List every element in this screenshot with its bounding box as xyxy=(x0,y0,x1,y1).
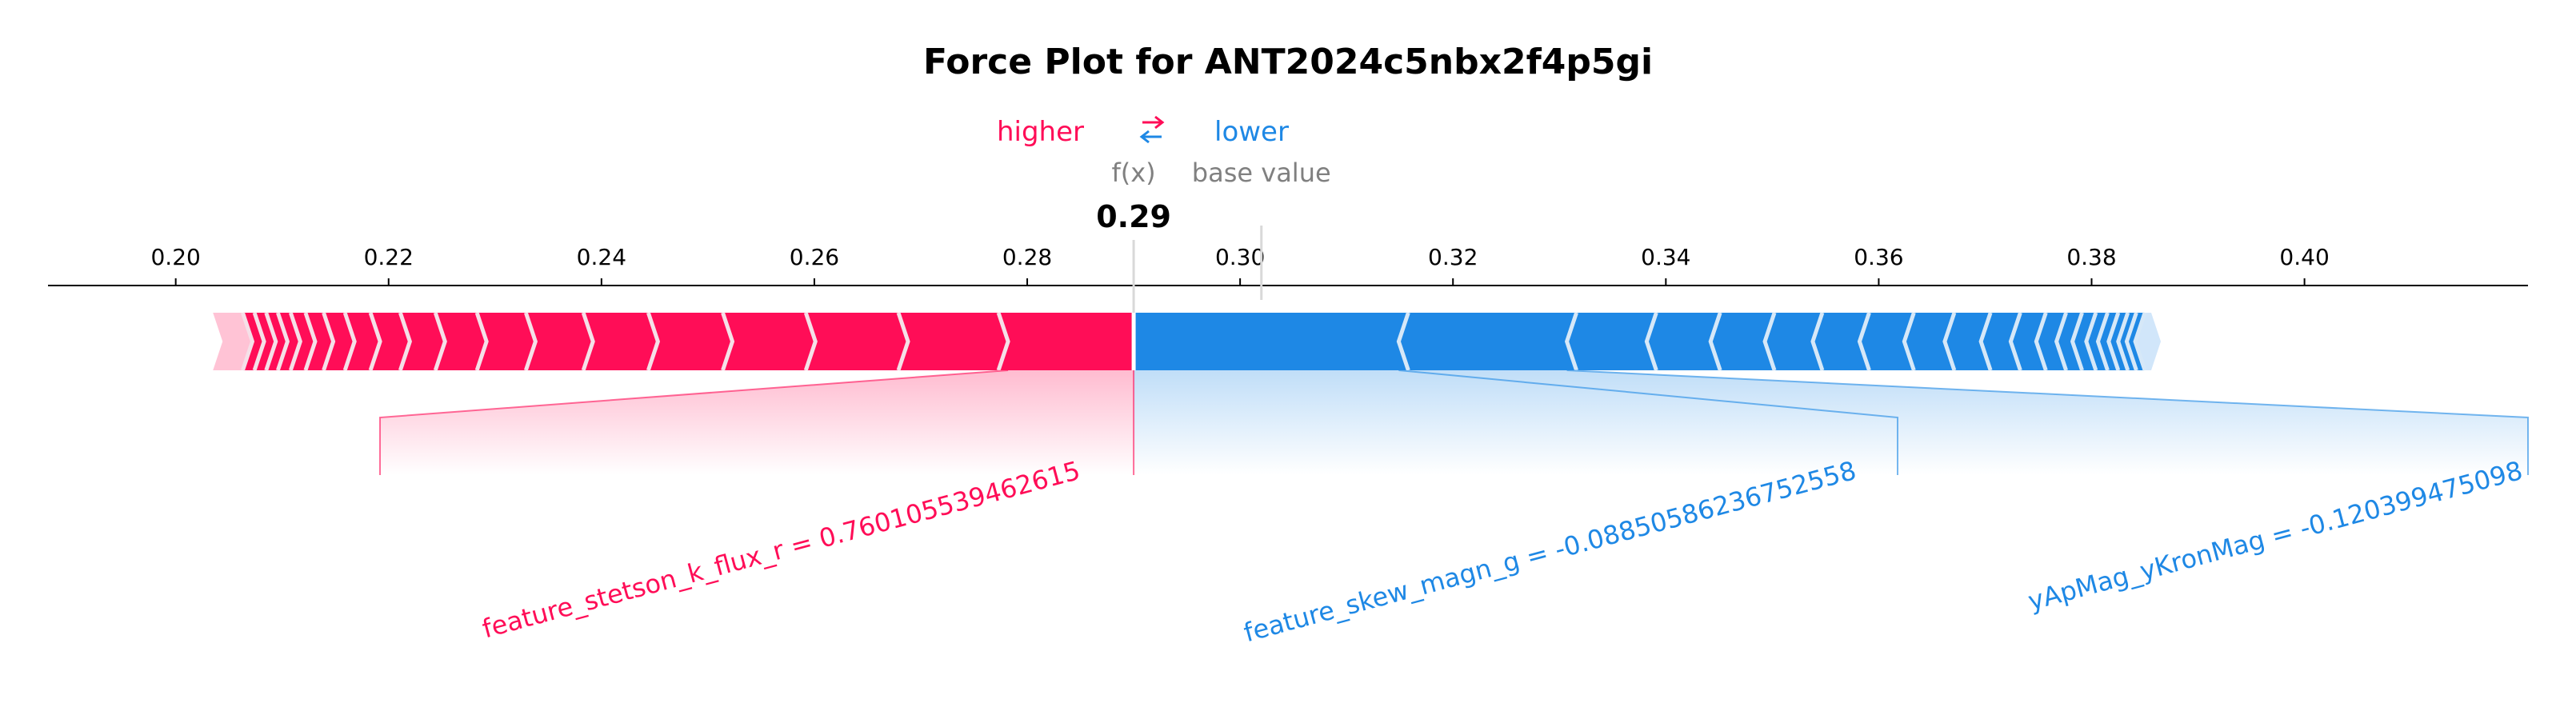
feature-leader-line xyxy=(1398,369,1898,475)
negative-chevron xyxy=(2106,312,2121,371)
negative-chevron xyxy=(1644,312,1658,371)
feature-shading xyxy=(380,370,2528,475)
positive-chevron xyxy=(252,312,266,371)
negative-chevron xyxy=(2034,312,2048,371)
x-tick-label: 0.40 xyxy=(2279,244,2329,270)
x-tick-label: 0.20 xyxy=(150,244,200,270)
x-tick-label: 0.34 xyxy=(1641,244,1690,270)
negative-chevron xyxy=(2124,312,2138,371)
positive-chevron xyxy=(398,312,412,371)
x-tick-label: 0.30 xyxy=(1215,244,1265,270)
base-value-label: base value xyxy=(1192,158,1331,188)
positive-chevron xyxy=(342,312,357,371)
positive-chevron xyxy=(288,312,302,371)
negative-chevron xyxy=(1902,312,1916,371)
fx-value: 0.29 xyxy=(1096,199,1171,234)
negative-chevron xyxy=(2116,312,2130,371)
positive-chevron xyxy=(241,312,255,371)
feature-label: yApMag_yKronMag = -0.120399475098 xyxy=(2025,455,2526,617)
x-tick-label: 0.26 xyxy=(790,244,839,270)
x-tick-label: 0.24 xyxy=(577,244,626,270)
negative-chevron xyxy=(2084,312,2098,371)
positive-chevron xyxy=(322,312,336,371)
negative-chevron xyxy=(2070,312,2084,371)
x-axis: 0.20 0.22 0.24 0.26 0.28 0.30 0.32 0.34 0.36 0.38… xyxy=(48,226,2528,313)
negative-force-bar xyxy=(1134,313,2146,370)
force-chevrons xyxy=(241,312,2147,371)
positive-chevron xyxy=(803,312,818,371)
x-tick-label: 0.36 xyxy=(1854,244,1903,270)
negative-chevron xyxy=(1942,312,1957,371)
feature-shading-area xyxy=(380,370,1134,475)
negative-chevron xyxy=(1708,312,1722,371)
feature-shading-area xyxy=(1134,370,1898,475)
positive-chevron xyxy=(474,312,489,371)
positive-chevron xyxy=(264,312,278,371)
positive-chevron xyxy=(646,312,660,371)
x-tick-label: 0.22 xyxy=(364,244,414,270)
negative-chevron xyxy=(2054,312,2068,371)
negative-chevron xyxy=(1762,312,1777,371)
force-bars xyxy=(213,313,2161,370)
positive-chevron xyxy=(721,312,735,371)
negative-chevron xyxy=(1857,312,1871,371)
swap-arrows-icon xyxy=(1139,115,1165,144)
positive-chevron xyxy=(303,312,318,371)
negative-chevron xyxy=(2095,312,2110,371)
positive-chevron xyxy=(896,312,910,371)
x-tick-label: 0.32 xyxy=(1428,244,1478,270)
positive-chevron xyxy=(581,312,595,371)
negative-chevron xyxy=(2133,312,2147,371)
legend-lower: lower xyxy=(1214,116,1289,148)
positive-chevron xyxy=(523,312,538,371)
feature-leader-lines xyxy=(379,369,2529,475)
negative-chevron xyxy=(1810,312,1825,371)
x-tick-label: 0.28 xyxy=(1002,244,1052,270)
positive-chevron xyxy=(433,312,447,371)
negative-chevron xyxy=(1978,312,1993,371)
feature-label: feature_stetson_k_flux_r = 0.76010553946… xyxy=(479,455,1083,644)
feature-leader-line xyxy=(1566,369,2529,475)
positive-chevron xyxy=(996,312,1010,371)
chart-title: Force Plot for ANT2024c5nbx2f4p5gi xyxy=(923,42,1653,82)
fx-label: f(x) xyxy=(1111,158,1155,188)
negative-chevron xyxy=(2008,312,2022,371)
feature-labels: feature_stetson_k_flux_r = 0.76010553946… xyxy=(479,455,2526,648)
positive-chevron xyxy=(368,312,382,371)
positive-force-bar xyxy=(242,313,1134,370)
negative-chevron xyxy=(1396,312,1410,371)
positive-chevron xyxy=(275,312,290,371)
x-tick-label: 0.38 xyxy=(2066,244,2116,270)
feature-leader-line xyxy=(379,369,1009,475)
legend-higher: higher xyxy=(997,116,1084,148)
feature-label: feature_skew_magn_g = -0.088505862367525… xyxy=(1241,455,1859,648)
positive-force-tail xyxy=(213,313,254,370)
negative-chevron xyxy=(1564,312,1578,371)
